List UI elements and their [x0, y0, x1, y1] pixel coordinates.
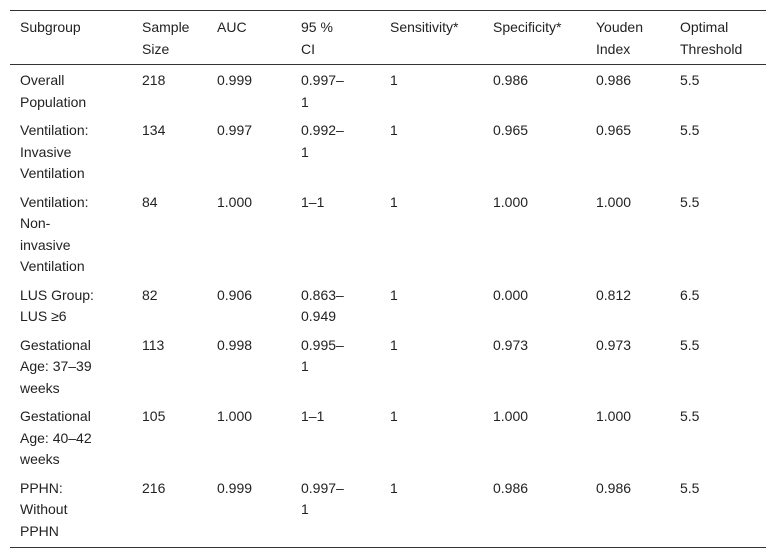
table-cell: 1 — [390, 72, 398, 88]
table-body: Overall Population 218 0.999 0.997–1 1 0.986 0… — [10, 65, 766, 548]
table-cell: 0.906 — [217, 286, 253, 303]
header-cell: Specificity* — [493, 19, 562, 35]
table-cell: 6.5 — [680, 286, 700, 303]
table-cell: 1.000 — [596, 193, 632, 210]
table-cell: Gestational Age: 37–39 weeks — [20, 336, 92, 396]
table-cell: 113 — [142, 336, 165, 353]
table-cell: Overall Population — [20, 72, 87, 110]
table-cell: 1.000 — [217, 193, 253, 210]
table-row: Ventilation: Non-invasive Ventilation 84 1… — [10, 187, 766, 280]
table-cell: 0.998 — [217, 336, 253, 353]
table-cell: 5.5 — [680, 193, 700, 210]
table-cell: 134 — [142, 122, 166, 138]
table-cell: 0.965 — [493, 122, 529, 138]
header-cell: AUC — [217, 19, 247, 35]
table-cell: Gestational Age: 40–42 weeks — [20, 408, 92, 467]
table-cell: 0.973 — [493, 336, 529, 353]
table-cell: 84 — [142, 193, 158, 210]
header-cell: 95 % CI — [301, 19, 333, 57]
header-cell: Sample Size — [142, 19, 190, 57]
table-row: Overall Population 218 0.999 0.997–1 1 0.986 0… — [10, 65, 766, 116]
table-cell: 0.986 — [596, 72, 632, 88]
table-cell: Ventilation: Non-invasive Ventilation — [20, 193, 89, 275]
table-cell: 0.965 — [596, 122, 632, 138]
table-cell: 0.999 — [217, 72, 253, 88]
table-cell: 1 — [390, 286, 398, 303]
header-cell: Optimal Threshold — [680, 19, 743, 57]
table-cell: 216 — [142, 479, 166, 496]
header-cell: Sensitivity* — [390, 19, 459, 35]
table-cell: 0.997 — [217, 122, 253, 138]
table-cell: 0.997–1 — [301, 479, 344, 518]
table-cell: 5.5 — [680, 479, 700, 496]
table-row: Ventilation: Invasive Ventilation 134 0.99… — [10, 115, 766, 187]
table-row: LUS Group: LUS ≥6 82 0.906 0.863–0.949 1 0.00… — [10, 280, 766, 330]
table-cell: 1 — [390, 122, 398, 138]
table-cell: 0.000 — [493, 286, 529, 303]
table-cell: 1 — [390, 193, 398, 210]
header-row: Subgroup Sample Size AUC 95 % CI Sensitivity… — [10, 10, 766, 65]
table-cell: Ventilation: Invasive Ventilation — [20, 122, 89, 181]
data-table: Subgroup Sample Size AUC 95 % CI Sensitivity… — [10, 10, 766, 548]
table-cell: 0.812 — [596, 286, 632, 303]
table-cell: LUS Group: LUS ≥6 — [20, 286, 94, 325]
table-cell: 1.000 — [217, 408, 253, 424]
table-cell: 0.986 — [493, 479, 529, 496]
table-cell: 0.986 — [493, 72, 529, 88]
table-cell: 0.992–1 — [301, 122, 344, 160]
table-cell: 1–1 — [301, 193, 325, 210]
table-cell: 0.997–1 — [301, 72, 344, 110]
table-cell: PPHN: Without PPHN — [20, 479, 68, 539]
table-cell: 0.973 — [596, 336, 632, 353]
table-cell: 5.5 — [680, 72, 700, 88]
table-cell: 82 — [142, 286, 158, 303]
table-cell: 1–1 — [301, 408, 325, 424]
table-cell: 5.5 — [680, 122, 700, 138]
table-cell: 1 — [390, 408, 398, 424]
table-cell: 5.5 — [680, 336, 700, 353]
table-cell: 218 — [142, 72, 166, 88]
table-cell: 105 — [142, 408, 166, 424]
table-cell: 1 — [390, 479, 398, 496]
header-cell: Youden Index — [596, 19, 643, 57]
table-header: Subgroup Sample Size AUC 95 % CI Sensitivity… — [10, 10, 766, 65]
table-row: Gestational Age: 40–42 weeks 105 1.000 1–1 1… — [10, 401, 766, 473]
table-cell: 1.000 — [493, 193, 529, 210]
table-cell: 1.000 — [596, 408, 632, 424]
table-cell: 0.999 — [217, 479, 253, 496]
table-row: Gestational Age: 37–39 weeks 113 0.998 0.99… — [10, 330, 766, 402]
table-cell: 0.863–0.949 — [301, 286, 344, 325]
header-cell: Subgroup — [20, 19, 81, 35]
table-cell: 1 — [390, 336, 398, 353]
table-cell: 1.000 — [493, 408, 529, 424]
table-cell: 0.986 — [596, 479, 632, 496]
table-cell: 0.995–1 — [301, 336, 344, 375]
table-row: PPHN: Without PPHN 216 0.999 0.997–1 1 0.986 0… — [10, 473, 766, 548]
table-cell: 5.5 — [680, 408, 700, 424]
